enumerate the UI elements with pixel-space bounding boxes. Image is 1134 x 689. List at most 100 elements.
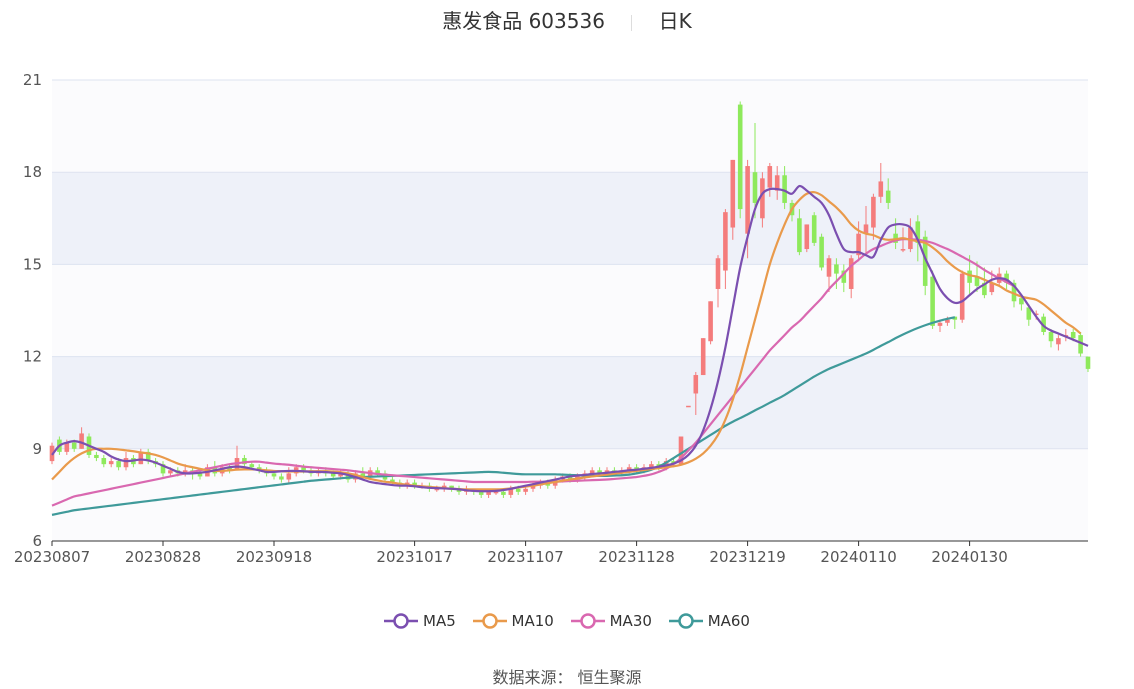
legend-label-ma10: MA10 xyxy=(511,612,554,630)
x-tick-label: 20240110 xyxy=(820,548,896,566)
candle-body xyxy=(1011,282,1017,302)
candle-body xyxy=(819,236,824,268)
ma60-line xyxy=(51,316,956,516)
candle-body xyxy=(478,491,484,495)
chart-period: 日K xyxy=(658,9,692,33)
candle-body xyxy=(434,488,440,491)
chart-title: 惠发食品 603536 xyxy=(442,9,605,33)
candle-body xyxy=(182,470,188,474)
candle-body xyxy=(530,485,536,489)
legend-marker-ma60 xyxy=(668,613,703,629)
candle-body xyxy=(826,258,832,277)
candle-body xyxy=(345,473,351,480)
candle-body xyxy=(663,461,669,468)
candle-body xyxy=(885,190,891,203)
x-tick-label: 20240130 xyxy=(931,548,1007,566)
grid-band xyxy=(52,356,1088,449)
candle-body xyxy=(486,491,491,495)
candle-body xyxy=(79,433,84,449)
candle-body xyxy=(64,442,70,452)
candle-body xyxy=(878,181,884,197)
candle-body xyxy=(567,476,573,480)
x-tick-label: 20230807 xyxy=(14,548,90,566)
candle-body xyxy=(678,436,684,465)
candle-body xyxy=(286,473,292,480)
candle-body xyxy=(1056,338,1061,345)
candle-body xyxy=(508,488,514,495)
y-tick-label: 9 xyxy=(32,440,42,458)
candle-body xyxy=(242,458,247,465)
candle-body xyxy=(804,224,810,250)
candle-body xyxy=(71,442,77,449)
candle-body xyxy=(811,215,817,243)
candle-body xyxy=(515,488,521,492)
candle-body xyxy=(227,467,232,471)
legend-label-ma60: MA60 xyxy=(707,612,750,630)
candle-body xyxy=(863,224,869,234)
candlestick-chart: 6 9 12 15 18 21 20230807 20230828 20230918 202310… xyxy=(14,71,1091,566)
candle-body xyxy=(589,470,595,474)
candle-body xyxy=(856,233,861,256)
legend-item-ma10[interactable]: MA10 xyxy=(472,612,554,630)
candle-body xyxy=(197,473,203,477)
legend-item-ma5[interactable]: MA5 xyxy=(384,612,456,630)
candle-body xyxy=(708,301,713,342)
candle-body xyxy=(597,470,602,474)
candle-body xyxy=(412,482,417,486)
candle-body xyxy=(760,178,765,219)
candle-body xyxy=(1004,273,1009,283)
grid-band xyxy=(52,264,1088,357)
title-separator xyxy=(631,14,633,31)
data-source: 数据来源： 恒生聚源 xyxy=(492,668,642,687)
ma10-line xyxy=(51,191,1082,491)
ma5-line xyxy=(51,184,1089,493)
candle-body xyxy=(989,282,995,293)
ma30-line xyxy=(51,237,1015,507)
legend-marker-ma5 xyxy=(384,613,418,629)
grid-band xyxy=(52,448,1088,541)
y-tick-label: 15 xyxy=(23,255,42,273)
candle-body xyxy=(730,159,736,228)
candle-body xyxy=(982,282,987,296)
candle-body xyxy=(959,273,965,320)
chart-header: 惠发食品 603536 日K xyxy=(0,6,1134,36)
candle-body xyxy=(737,104,743,210)
legend-item-ma30[interactable]: MA30 xyxy=(570,612,652,630)
candle-body xyxy=(1048,332,1054,342)
candle-body xyxy=(1026,307,1032,320)
candle-body xyxy=(1019,298,1024,305)
candle-body xyxy=(974,276,980,286)
candle-body xyxy=(967,270,972,283)
candle-body xyxy=(834,264,839,274)
candle-body xyxy=(523,488,528,492)
candle-body xyxy=(900,249,906,251)
candle-body xyxy=(782,175,787,203)
candle-body xyxy=(360,473,366,477)
x-tick-label: 20231017 xyxy=(376,548,452,566)
candle-body xyxy=(123,458,129,468)
y-tick-label: 18 xyxy=(23,163,42,181)
legend-item-ma60[interactable]: MA60 xyxy=(668,612,750,630)
x-tick-label: 20231107 xyxy=(487,548,563,566)
candle-body xyxy=(871,196,876,228)
candle-body xyxy=(774,175,780,191)
candle-body xyxy=(626,467,632,471)
candle-body xyxy=(279,476,284,480)
x-tick-label: 20230828 xyxy=(125,548,201,566)
candle-body xyxy=(700,338,706,376)
candle-body xyxy=(160,464,166,474)
candle-body xyxy=(449,485,454,489)
candle-body xyxy=(1078,335,1083,354)
candle-body xyxy=(116,461,121,468)
candle-body xyxy=(930,276,935,326)
candle-body xyxy=(145,451,151,462)
candle-body xyxy=(715,258,721,289)
candle-body xyxy=(686,405,691,408)
candle-body xyxy=(108,461,114,465)
candle-body xyxy=(501,491,506,495)
candle-body xyxy=(937,322,943,326)
candle-body xyxy=(848,258,854,289)
candle-body xyxy=(1085,356,1091,369)
candle-body xyxy=(168,470,173,474)
candle-body xyxy=(390,479,395,483)
